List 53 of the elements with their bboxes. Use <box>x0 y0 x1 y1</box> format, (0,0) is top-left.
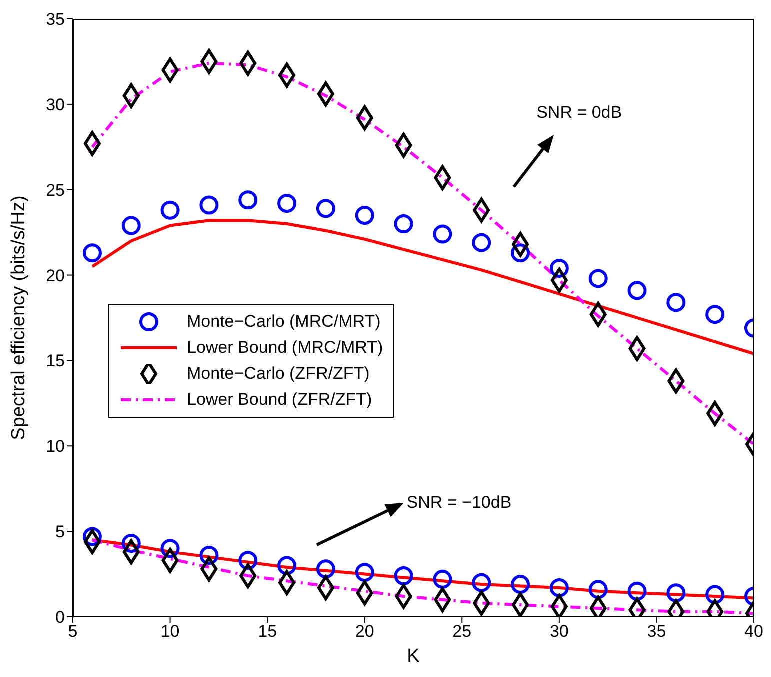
point <box>394 566 414 586</box>
y-tick-label: 35 <box>46 10 65 30</box>
x-tick-label: 40 <box>744 622 764 642</box>
point <box>472 573 492 592</box>
x-tick-label: 5 <box>68 622 78 642</box>
annotation: SNR = −10dB <box>406 492 512 513</box>
point <box>394 214 414 234</box>
y-tick-label: 15 <box>46 352 65 371</box>
point <box>433 570 452 589</box>
point <box>628 582 647 601</box>
x-tick-label: 30 <box>550 622 569 642</box>
y-axis-title: Spectral efficiency (bits/s/Hz) <box>8 196 30 440</box>
legend-label: Monte−Carlo (ZFR/ZFT) <box>187 364 370 384</box>
point <box>238 190 258 210</box>
x-tick-label: 10 <box>160 622 180 642</box>
point <box>278 194 297 214</box>
point <box>588 580 608 600</box>
line-series <box>90 219 754 356</box>
point <box>316 560 336 579</box>
x-axis-title: K <box>407 646 420 667</box>
y-tick-label: 5 <box>56 522 65 542</box>
point <box>511 575 530 594</box>
point <box>512 592 530 617</box>
point <box>355 563 374 582</box>
legend-label: Lower Bound (ZFR/ZFT) <box>187 390 372 410</box>
y-tick-label: 30 <box>46 95 65 114</box>
legend-label: Monte−Carlo (MRC/MRT) <box>187 312 381 332</box>
point <box>160 200 180 220</box>
legend-label: Lower Bound (MRC/MRT) <box>187 338 384 358</box>
y-tick-label: 20 <box>46 266 65 286</box>
y-tick-label: 10 <box>46 437 65 456</box>
point <box>588 269 608 288</box>
x-tick-label: 20 <box>355 622 374 642</box>
point <box>550 578 569 598</box>
point <box>666 293 686 312</box>
y-tick-label: 0 <box>56 608 65 628</box>
point <box>200 196 219 215</box>
y-tick-label: 25 <box>46 180 65 200</box>
point <box>355 206 374 225</box>
annotation: SNR = 0dB <box>536 103 622 124</box>
x-tick-label: 35 <box>647 622 666 642</box>
point <box>433 224 452 244</box>
x-tick-label: 25 <box>452 622 472 642</box>
x-tick-label: 15 <box>258 622 278 642</box>
point <box>666 584 686 603</box>
point <box>316 199 336 218</box>
point <box>706 305 725 324</box>
point <box>122 216 141 236</box>
point <box>706 585 725 604</box>
point <box>82 244 102 263</box>
point <box>628 281 647 300</box>
point <box>550 594 568 617</box>
point <box>472 233 492 252</box>
